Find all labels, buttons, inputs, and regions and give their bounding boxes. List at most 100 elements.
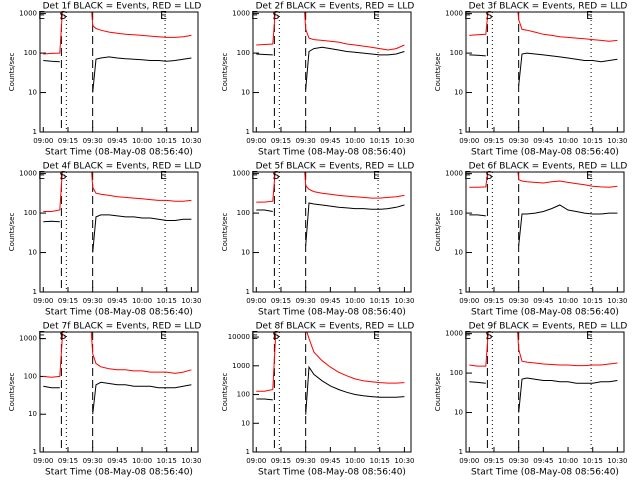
x-tick-label: 09:15	[271, 137, 291, 145]
y-tick-label: 1	[33, 128, 37, 136]
series-line	[469, 12, 618, 42]
x-tick-label: 10:15	[583, 297, 603, 305]
x-tick-label: 10:15	[370, 457, 390, 465]
x-tick-label: 09:45	[107, 457, 127, 465]
panel: Det 5f BLACK = Events, RED = LLD Start Ti…	[221, 162, 415, 318]
x-tick-label: 09:45	[107, 297, 127, 305]
panel: Det 6f BLACK = Events, RED = LLD Start Ti…	[434, 162, 628, 318]
series-line	[43, 214, 192, 253]
panel-title: Det 9f BLACK = Events, RED = LLD	[469, 322, 628, 332]
series-line	[43, 381, 192, 415]
x-axis-label: Start Time (08-May-08 08:56:40)	[471, 468, 619, 478]
x-tick-label: 09:30	[83, 297, 103, 305]
x-tick-label: 10:15	[157, 457, 177, 465]
x-axis-label: Start Time (08-May-08 08:56:40)	[471, 308, 619, 318]
annotation: E	[586, 169, 593, 182]
series-line	[256, 46, 405, 90]
annotation: E	[38, 169, 45, 182]
x-tick-label: 10:30	[181, 457, 201, 465]
x-tick-label: 09:00	[459, 137, 479, 145]
x-tick-label: 10:00	[132, 137, 152, 145]
annotation: S	[60, 169, 67, 182]
series-line	[256, 172, 405, 203]
y-tick-label: 10	[454, 249, 463, 257]
x-tick-label: 09:15	[484, 137, 504, 145]
x-tick-label: 10:00	[132, 457, 152, 465]
panel-title: Det 2f BLACK = Events, RED = LLD	[256, 2, 415, 12]
y-tick-label: 100	[237, 49, 250, 57]
x-tick-label: 09:00	[459, 297, 479, 305]
plot-frame	[465, 11, 625, 133]
x-tick-label: 09:15	[484, 457, 504, 465]
x-tick-label: 09:00	[459, 457, 479, 465]
panel-title: Det 3f BLACK = Events, RED = LLD	[469, 2, 628, 12]
y-axis-label: Counts/sec	[8, 373, 16, 412]
x-tick-label: 10:15	[583, 457, 603, 465]
panel-title: Det 5f BLACK = Events, RED = LLD	[256, 162, 415, 172]
x-tick-label: 09:30	[296, 137, 316, 145]
annotation: E	[586, 329, 593, 342]
y-tick-label: 10000	[228, 333, 250, 341]
x-tick-label: 09:15	[271, 457, 291, 465]
y-tick-label: 10	[454, 89, 463, 97]
y-axis-label: Counts/sec	[221, 53, 229, 92]
annotation: S	[60, 9, 67, 22]
panel-title: Det 4f BLACK = Events, RED = LLD	[43, 162, 202, 172]
x-tick-label: 10:30	[607, 457, 627, 465]
annotation: E	[251, 329, 258, 342]
panel: Det 8f BLACK = Events, RED = LLD Start Ti…	[221, 322, 415, 478]
y-tick-label: 1000	[19, 10, 37, 18]
x-axis-label: Start Time (08-May-08 08:56:40)	[258, 308, 406, 318]
y-tick-label: 1000	[445, 330, 463, 338]
x-tick-label: 10:00	[345, 297, 365, 305]
x-tick-label: 10:30	[181, 137, 201, 145]
y-tick-label: 1	[246, 128, 250, 136]
x-tick-label: 10:30	[607, 297, 627, 305]
panel: Det 3f BLACK = Events, RED = LLD Start Ti…	[434, 2, 628, 158]
x-tick-label: 10:30	[394, 457, 414, 465]
x-tick-label: 09:45	[320, 297, 340, 305]
panel: Det 2f BLACK = Events, RED = LLD Start Ti…	[221, 2, 415, 158]
y-tick-label: 10	[28, 89, 37, 97]
x-tick-label: 09:30	[509, 137, 529, 145]
series-line	[256, 365, 405, 415]
x-tick-label: 09:30	[83, 137, 103, 145]
y-tick-label: 1000	[232, 362, 250, 370]
x-tick-label: 09:00	[246, 457, 266, 465]
series-line	[256, 332, 405, 392]
plot-frame	[465, 171, 625, 293]
x-tick-label: 09:30	[509, 297, 529, 305]
series-line	[469, 332, 618, 367]
y-tick-label: 1	[459, 288, 463, 296]
y-tick-label: 1000	[19, 170, 37, 178]
y-tick-label: 1	[33, 448, 37, 456]
x-tick-label: 09:15	[271, 297, 291, 305]
panel-title: Det 7f BLACK = Events, RED = LLD	[43, 322, 202, 332]
plot-frame	[465, 331, 625, 453]
annotation: S	[60, 329, 67, 342]
x-tick-label: 10:15	[157, 137, 177, 145]
panel-title: Det 6f BLACK = Events, RED = LLD	[469, 162, 628, 172]
plot-frame	[252, 171, 412, 293]
y-tick-label: 100	[450, 209, 463, 217]
y-axis-label: Counts/sec	[434, 213, 442, 252]
x-tick-label: 09:15	[58, 457, 78, 465]
x-tick-label: 10:30	[607, 137, 627, 145]
y-tick-label: 10	[241, 419, 250, 427]
y-tick-label: 1	[459, 128, 463, 136]
x-tick-label: 10:00	[345, 137, 365, 145]
y-tick-label: 100	[237, 209, 250, 217]
x-tick-label: 10:15	[370, 297, 390, 305]
y-tick-label: 100	[24, 49, 37, 57]
annotation: S	[486, 9, 493, 22]
x-tick-label: 10:15	[157, 297, 177, 305]
x-tick-label: 10:00	[558, 297, 578, 305]
x-tick-label: 09:15	[484, 297, 504, 305]
x-tick-label: 10:30	[394, 137, 414, 145]
y-axis-label: Counts/sec	[221, 213, 229, 252]
x-tick-label: 09:45	[320, 457, 340, 465]
annotation: E	[160, 9, 167, 22]
x-tick-label: 09:30	[296, 457, 316, 465]
x-axis-label: Start Time (08-May-08 08:56:40)	[45, 308, 193, 318]
x-axis-label: Start Time (08-May-08 08:56:40)	[45, 148, 193, 158]
